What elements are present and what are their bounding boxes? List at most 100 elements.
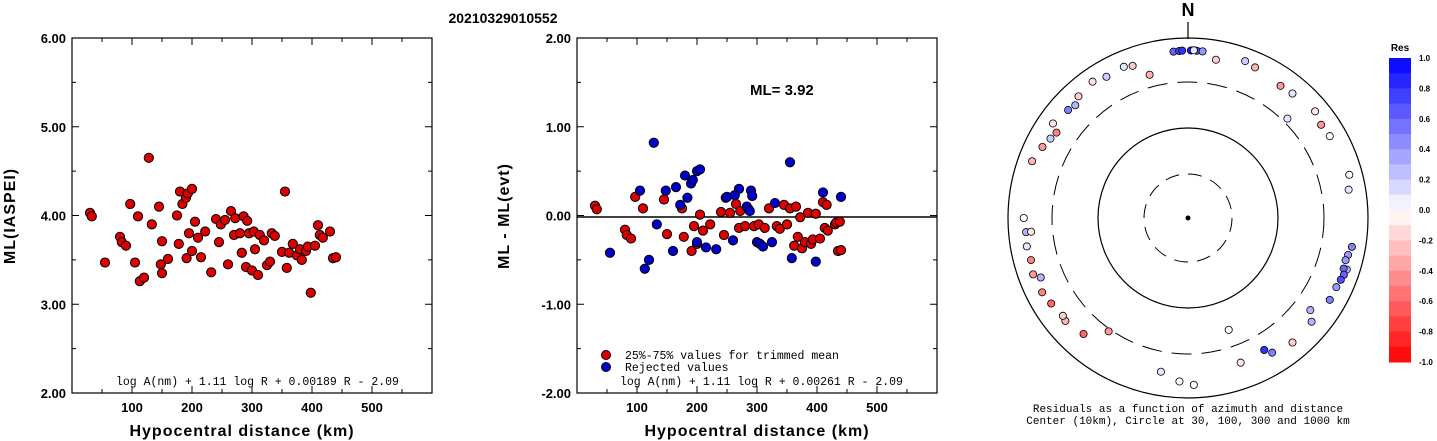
colorbar-tick-label: -0.2 — [1419, 236, 1433, 245]
colorbar-cell — [1389, 225, 1411, 241]
rejected-point — [729, 189, 740, 201]
circle-300km — [1051, 81, 1325, 355]
residual-ytick-label: -1.00 — [541, 297, 571, 312]
station-point — [1311, 107, 1320, 116]
circle-1000km — [1007, 37, 1369, 399]
ml-point — [192, 232, 204, 243]
colorbar-tick-label: -0.8 — [1419, 328, 1433, 337]
ml-point — [242, 215, 253, 226]
circle-30km — [1143, 173, 1233, 263]
rejected-point — [648, 137, 659, 148]
ml-points — [84, 152, 342, 298]
ml-point — [162, 253, 174, 265]
station-point — [1029, 270, 1038, 279]
station-point — [1198, 47, 1207, 56]
colorbar-cell — [1389, 316, 1411, 333]
station-point — [1178, 46, 1187, 55]
station-point — [1325, 295, 1334, 304]
trimmed-point — [724, 207, 736, 218]
trimmed-point — [678, 231, 689, 242]
trimmed-point — [759, 222, 770, 234]
circle-100km — [1097, 127, 1279, 309]
colorbar-cell — [1389, 58, 1411, 74]
ml-point — [132, 211, 144, 222]
residual-ylabel: ML - ML(evt) — [496, 163, 513, 269]
trimmed-point — [795, 212, 806, 223]
station-point — [1064, 106, 1073, 115]
rejected-point — [660, 185, 671, 196]
residual-ytick-label: -2.00 — [541, 386, 571, 401]
ml-point — [173, 238, 184, 249]
ml-formula: log A(nm) + 1.11 log R + 0.00189 R - 2.0… — [116, 376, 399, 389]
station-point — [1336, 275, 1345, 284]
station-point — [1332, 283, 1341, 292]
colorbar-tick-label: 1.0 — [1419, 54, 1431, 63]
rejected-point — [810, 256, 821, 267]
ml-value-annotation: ML= 3.92 — [750, 82, 814, 99]
station-point — [1027, 227, 1036, 236]
rejected-point — [700, 242, 712, 253]
residual-axis-ticks: -2.00 -1.00 0.00 1.00 2.00 100 200 300 400 500 — [541, 31, 937, 415]
trimmed-point — [637, 203, 649, 214]
station-point — [1288, 338, 1297, 347]
station-point — [1071, 101, 1080, 110]
station-point — [1046, 134, 1055, 143]
station-point — [1036, 273, 1045, 282]
colorbar-cell — [1389, 73, 1411, 89]
ml-point — [156, 268, 168, 279]
trimmed-point — [705, 219, 716, 230]
station-point — [1048, 119, 1057, 128]
residual-ytick-label: 0.00 — [546, 209, 571, 224]
trimmed-point — [591, 204, 602, 215]
rejected-point — [682, 192, 693, 203]
colorbar-tick-label: -0.6 — [1419, 297, 1433, 306]
trimmed-point — [688, 221, 700, 232]
trimmed-point — [658, 194, 670, 205]
azimuth-points — [1019, 46, 1356, 389]
station-point — [1145, 70, 1154, 79]
ml-point — [312, 220, 324, 231]
residual-xtick-label: 500 — [866, 400, 888, 415]
station-point — [1028, 157, 1037, 166]
station-point — [1251, 63, 1260, 72]
rejected-point — [604, 247, 616, 258]
trimmed-point — [625, 233, 637, 244]
rejected-point — [835, 191, 847, 202]
ml-point — [183, 228, 195, 239]
trimmed-point — [792, 231, 803, 242]
rejected-point — [675, 199, 686, 210]
legend-marker-rejected — [601, 362, 611, 372]
colorbar-cell — [1389, 331, 1411, 348]
station-point — [1345, 170, 1354, 179]
ml-ytick-label: 3.00 — [41, 297, 66, 312]
rejected-point — [727, 235, 739, 246]
ml-point — [249, 244, 261, 255]
colorbar: Res 1.0 0.8 0.6 0.4 0.2 0.0 -0.2 -0.4 -0.6 -0.8 -1… — [1389, 43, 1433, 367]
station-point — [1224, 325, 1233, 334]
station-point — [1047, 299, 1056, 308]
colorbar-cell — [1389, 255, 1411, 272]
trimmed-point — [790, 201, 802, 212]
colorbar-cell — [1389, 240, 1411, 257]
ml-point — [186, 245, 198, 257]
ml-chart: 2.00 3.00 4.00 5.00 6.00 100 200 300 400 500 Hypo… — [2, 31, 433, 440]
residual-ytick-label: 2.00 — [546, 31, 571, 46]
colorbar-cell — [1389, 194, 1411, 211]
station-point — [1038, 143, 1047, 152]
center-dot — [1185, 215, 1191, 221]
rejected-point — [744, 205, 755, 217]
station-point — [1119, 62, 1128, 71]
trimmed-point — [810, 208, 821, 219]
legend-marker-trimmed — [601, 350, 611, 360]
ml-ylabel: ML(IASPEI) — [2, 168, 19, 264]
residual-points — [589, 137, 847, 274]
colorbar-cell — [1389, 88, 1411, 105]
station-point — [1102, 72, 1111, 81]
station-point — [1288, 89, 1297, 98]
azimuth-plot: N Residuals as a function of azimuth and… — [1007, 0, 1369, 428]
rejected-point — [694, 164, 706, 175]
colorbar-cell — [1389, 286, 1411, 302]
colorbar-cell — [1389, 210, 1411, 226]
ml-point — [330, 252, 342, 263]
